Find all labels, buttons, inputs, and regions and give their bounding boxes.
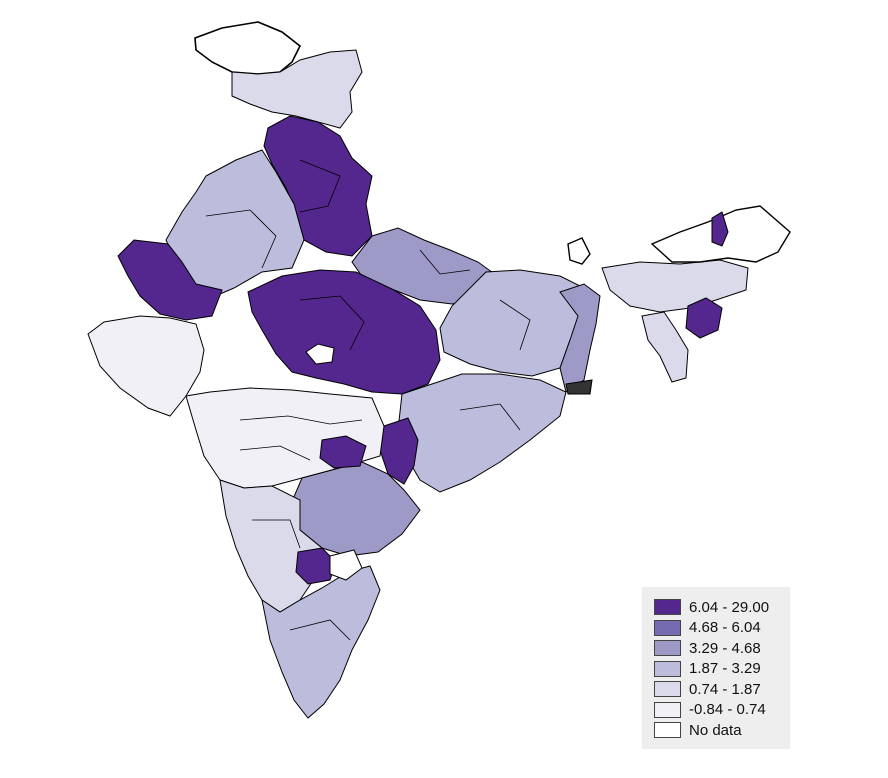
- region-central-dark: [247, 269, 441, 395]
- region-northwest-dark: [263, 115, 373, 257]
- legend-swatch: [654, 701, 681, 718]
- legend-swatch: [654, 640, 681, 657]
- region-north-light: [231, 49, 363, 129]
- region-gujarat: [87, 315, 205, 417]
- legend-item: 3.29 - 4.68: [654, 638, 790, 659]
- legend-swatch: [654, 599, 681, 616]
- district-boundaries: [205, 159, 531, 641]
- region-mizoram: [641, 311, 689, 383]
- region-karnataka-dark: [295, 547, 337, 585]
- legend-swatch: [654, 681, 681, 698]
- region-northeast: [601, 259, 749, 313]
- district-boundary-line: [299, 159, 341, 213]
- region-south-nodata: [329, 549, 363, 581]
- legend-rows: 6.04 - 29.00 4.68 - 6.04 3.29 - 4.68 1.8…: [654, 597, 790, 741]
- region-bengal: [559, 283, 601, 393]
- legend-swatch: [654, 722, 681, 739]
- map-legend: 6.04 - 29.00 4.68 - 6.04 3.29 - 4.68 1.8…: [642, 587, 790, 749]
- district-boundary-line: [499, 299, 531, 351]
- district-boundary-line: [239, 445, 311, 461]
- region-manipur-dark: [685, 297, 723, 339]
- legend-item: 0.74 - 1.87: [654, 679, 790, 700]
- district-boundary-line: [239, 415, 363, 425]
- region-east: [439, 269, 589, 377]
- legend-label: No data: [689, 721, 742, 739]
- region-kutch-dark: [117, 239, 223, 321]
- legend-label: 3.29 - 4.68: [689, 639, 761, 657]
- legend-item: -0.84 - 0.74: [654, 700, 790, 721]
- region-sundarbans: [565, 379, 593, 395]
- legend-label: 4.68 - 6.04: [689, 619, 761, 637]
- region-sikkim-nodata: [567, 237, 591, 265]
- district-boundary-line: [299, 295, 365, 351]
- legend-label: 1.87 - 3.29: [689, 660, 761, 678]
- legend-swatch: [654, 660, 681, 677]
- region-central-nodata: [305, 343, 335, 365]
- region-chhattisgarh: [397, 373, 567, 493]
- legend-swatch: [654, 619, 681, 636]
- legend-item: 1.87 - 3.29: [654, 659, 790, 680]
- legend-item: 4.68 - 6.04: [654, 618, 790, 639]
- district-boundary-line: [289, 619, 351, 641]
- region-north-nodata: [194, 21, 302, 75]
- legend-label: 0.74 - 1.87: [689, 680, 761, 698]
- district-boundary-line: [252, 519, 301, 549]
- district-boundary-line: [205, 209, 277, 269]
- district-boundary-line: [419, 249, 471, 275]
- district-boundary-line: [459, 403, 521, 431]
- legend-label: 6.04 - 29.00: [689, 598, 770, 616]
- region-karnataka: [219, 479, 323, 613]
- legend-label: -0.84 - 0.74: [689, 701, 766, 719]
- region-south: [261, 565, 381, 719]
- legend-item: No data: [654, 720, 790, 741]
- region-telangana-dark: [319, 435, 367, 469]
- region-arunachal-dark: [711, 211, 729, 247]
- region-odisha-dark: [379, 417, 419, 485]
- legend-item: 6.04 - 29.00: [654, 597, 790, 618]
- region-rajasthan: [165, 149, 305, 301]
